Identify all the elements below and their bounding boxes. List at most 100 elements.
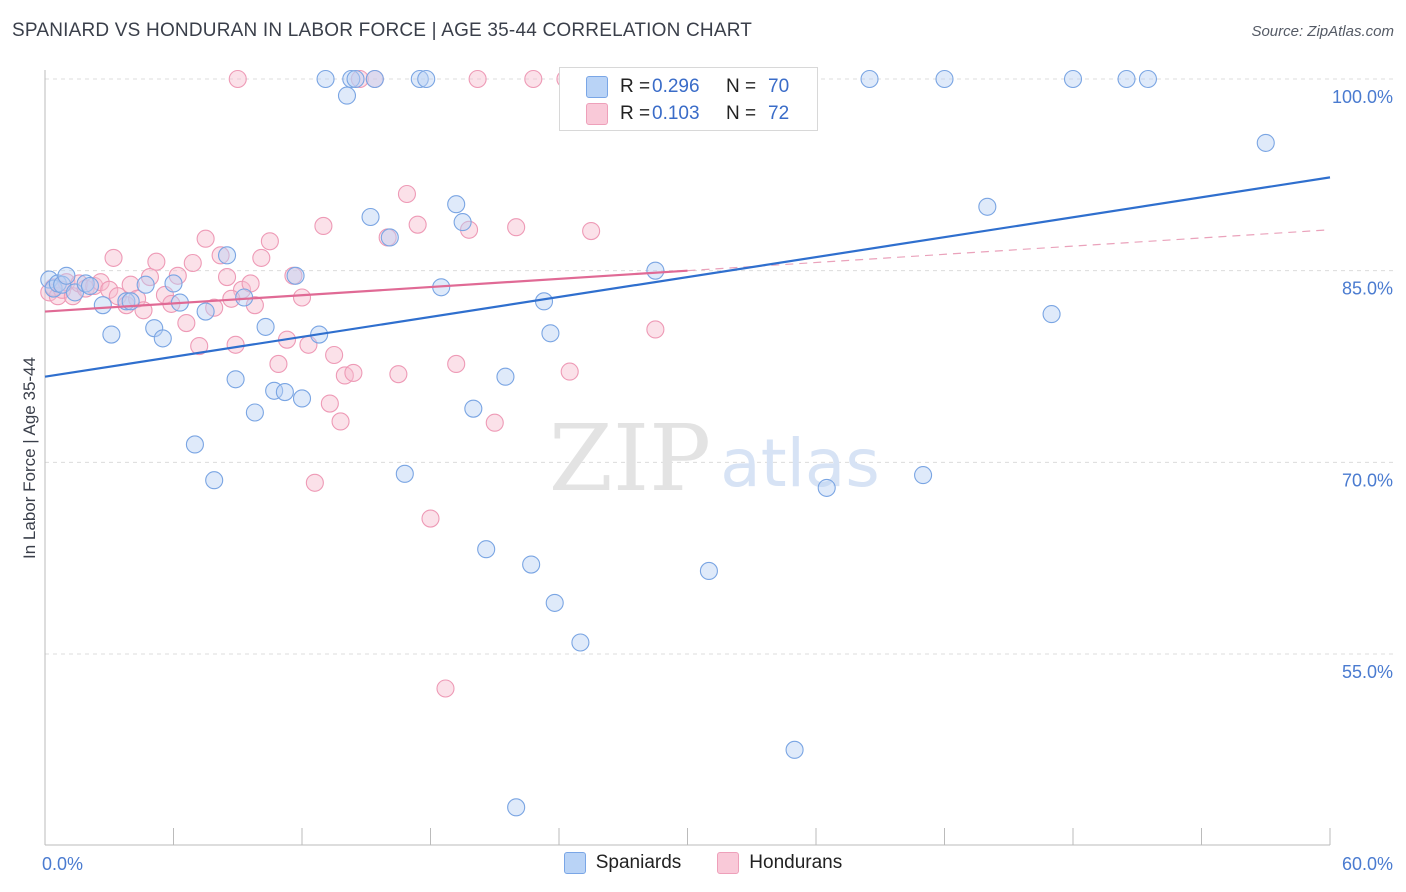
legend-item-hondurans[interactable]: Hondurans	[717, 852, 842, 874]
spaniard-point[interactable]	[185, 435, 204, 454]
x-tick-label: 0.0%	[42, 854, 83, 874]
honduran-point[interactable]	[325, 345, 344, 365]
honduran-point[interactable]	[646, 320, 665, 339]
spaniard-point[interactable]	[93, 296, 112, 315]
spaniard-point[interactable]	[380, 228, 399, 247]
series-legend: Spaniards Hondurans	[0, 852, 1406, 874]
honduran-point[interactable]	[217, 268, 237, 287]
honduran-point[interactable]	[196, 229, 215, 248]
honduran-point[interactable]	[147, 252, 166, 271]
honduran-point[interactable]	[269, 354, 288, 373]
spaniard-point[interactable]	[545, 593, 564, 612]
spaniard-point[interactable]	[541, 324, 560, 343]
honduran-point[interactable]	[205, 298, 224, 317]
legend-item-spaniards[interactable]: Spaniards	[563, 852, 682, 874]
r-label: R =	[620, 76, 651, 97]
spaniard-point[interactable]	[164, 274, 183, 293]
spaniard-point[interactable]	[914, 466, 933, 485]
spaniard-point[interactable]	[57, 266, 76, 285]
honduran-point[interactable]	[344, 363, 363, 382]
spaniard-point[interactable]	[365, 69, 384, 89]
spaniard-point[interactable]	[699, 561, 718, 580]
spaniard-point[interactable]	[205, 471, 224, 490]
spaniard-point[interactable]	[292, 389, 312, 408]
honduran-point[interactable]	[228, 69, 247, 89]
spaniard-point[interactable]	[453, 213, 472, 232]
honduran-point[interactable]	[436, 679, 455, 698]
honduran-point[interactable]	[524, 69, 543, 89]
spaniard-point[interactable]	[136, 275, 155, 294]
legend-label-spaniards: Spaniards	[595, 852, 682, 873]
spaniard-point[interactable]	[196, 302, 215, 321]
spaniard-point[interactable]	[785, 740, 804, 759]
watermark-atlas: atlas	[720, 425, 880, 502]
spaniard-point[interactable]	[417, 69, 436, 89]
spaniard-trend-line	[44, 176, 1331, 378]
spaniard-point[interactable]	[245, 403, 264, 422]
spaniard-point[interactable]	[507, 798, 526, 817]
spaniard-point[interactable]	[102, 325, 121, 344]
honduran-point[interactable]	[397, 184, 416, 204]
x-tick-label: 60.0%	[1342, 854, 1393, 874]
spaniard-point[interactable]	[447, 195, 466, 214]
spaniard-point[interactable]	[646, 261, 665, 280]
spaniard-point[interactable]	[1256, 133, 1275, 152]
spaniard-point[interactable]	[477, 540, 496, 559]
honduran-point[interactable]	[183, 253, 202, 273]
spaniard-point[interactable]	[935, 69, 954, 89]
spaniard-point[interactable]	[1117, 69, 1136, 89]
honduran-point[interactable]	[389, 365, 408, 384]
spaniard-point[interactable]	[316, 69, 335, 89]
spaniard-point[interactable]	[337, 86, 357, 105]
honduran-point[interactable]	[447, 354, 466, 373]
honduran-point[interactable]	[252, 248, 271, 267]
spaniard-point[interactable]	[226, 370, 245, 389]
honduran-point[interactable]	[104, 248, 123, 267]
honduran-point[interactable]	[177, 314, 196, 333]
spaniard-point[interactable]	[571, 633, 590, 652]
spaniard-point[interactable]	[978, 197, 997, 216]
honduran-point[interactable]	[226, 335, 245, 354]
spaniard-point[interactable]	[522, 555, 541, 574]
n-label: N =	[726, 103, 757, 124]
spaniard-point[interactable]	[1138, 69, 1158, 89]
honduran-point[interactable]	[485, 413, 504, 432]
spaniard-point[interactable]	[286, 266, 305, 285]
spaniard-point[interactable]	[361, 207, 380, 227]
spaniard-point[interactable]	[410, 69, 429, 89]
spaniard-point[interactable]	[1042, 305, 1061, 324]
honduran-point[interactable]	[211, 246, 230, 265]
spaniard-point[interactable]	[256, 317, 275, 336]
watermark-zip: ZIP	[549, 405, 711, 512]
honduran-point[interactable]	[582, 222, 601, 241]
spaniard-point[interactable]	[1063, 69, 1083, 89]
spaniard-point[interactable]	[153, 329, 172, 348]
honduran-point[interactable]	[260, 232, 279, 251]
honduran-point[interactable]	[468, 69, 487, 89]
honduran-point[interactable]	[331, 412, 350, 431]
honduran-point[interactable]	[560, 362, 579, 381]
honduran-point[interactable]	[408, 215, 427, 234]
spaniard-point[interactable]	[860, 69, 879, 89]
honduran-point[interactable]	[507, 218, 526, 237]
spaniard-point[interactable]	[342, 69, 361, 89]
honduran-point[interactable]	[314, 216, 333, 235]
honduran-point[interactable]	[190, 337, 209, 356]
honduran-point[interactable]	[320, 394, 339, 413]
honduran-point[interactable]	[292, 288, 312, 307]
honduran-point[interactable]	[421, 509, 440, 528]
spaniard-point[interactable]	[80, 276, 100, 296]
spaniard-point[interactable]	[395, 464, 414, 483]
spaniard-point[interactable]	[346, 69, 365, 89]
honduran-point[interactable]	[305, 473, 324, 492]
spaniard-point[interactable]	[464, 399, 483, 418]
n-value: 72	[768, 103, 790, 124]
honduran-point[interactable]	[459, 220, 479, 239]
spaniard-point[interactable]	[217, 246, 237, 265]
y-tick-label: 55.0%	[1342, 662, 1393, 682]
spaniard-point[interactable]	[496, 367, 515, 386]
tick-labels: 55.0% 70.0% 85.0% 100.0% 0.0% 60.0%	[42, 87, 1393, 874]
trend-lines	[44, 176, 1331, 378]
spaniard-point[interactable]	[275, 383, 294, 402]
spaniard-point[interactable]	[817, 478, 836, 497]
